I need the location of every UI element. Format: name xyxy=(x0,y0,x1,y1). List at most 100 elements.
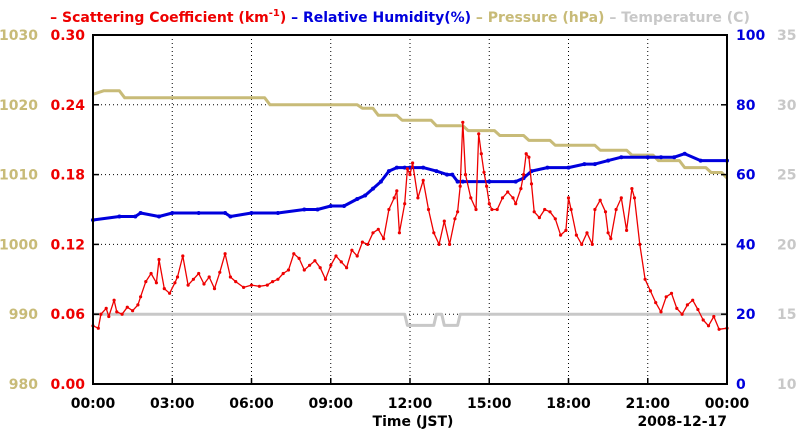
data-point xyxy=(366,242,370,246)
data-point xyxy=(706,324,711,328)
data-point xyxy=(154,281,158,285)
data-point xyxy=(392,196,396,200)
data-point xyxy=(456,210,460,214)
scattering-tick-label: 0.18 xyxy=(50,168,85,184)
data-point xyxy=(717,327,721,331)
data-point xyxy=(455,179,460,184)
legend-item: – Temperature (C) xyxy=(604,10,749,26)
data-point xyxy=(175,275,180,279)
data-point xyxy=(334,254,338,258)
data-point xyxy=(342,204,346,208)
data-point xyxy=(490,207,494,212)
data-point xyxy=(315,207,320,212)
data-point xyxy=(566,165,571,170)
data-point xyxy=(630,187,634,191)
pressure-tick-label: 1030 xyxy=(0,28,38,44)
data-point xyxy=(360,240,364,244)
data-point xyxy=(553,217,557,221)
data-point xyxy=(664,295,668,299)
series-layer xyxy=(91,89,729,331)
data-point xyxy=(474,207,478,212)
humidity-tick-label: 60 xyxy=(736,168,756,184)
data-point xyxy=(691,298,695,302)
data-point xyxy=(672,155,677,160)
data-point xyxy=(625,228,629,232)
data-point xyxy=(363,193,368,198)
temperature-tick-label: 30 xyxy=(777,98,797,114)
data-point xyxy=(698,158,703,163)
data-point xyxy=(421,165,426,170)
temperature-tick-label: 25 xyxy=(777,168,796,184)
data-point xyxy=(593,207,597,212)
data-point xyxy=(514,202,518,206)
data-point xyxy=(149,271,153,276)
humidity-tick-label: 40 xyxy=(736,237,756,253)
data-point xyxy=(228,214,233,219)
series-line xyxy=(93,312,727,327)
data-point xyxy=(170,211,175,215)
x-tick-label: 06:00 xyxy=(229,396,274,412)
data-point xyxy=(292,252,296,256)
data-point xyxy=(585,231,589,235)
pressure-tick-label: 980 xyxy=(9,377,38,393)
data-point xyxy=(138,211,143,215)
series-relative-humidity xyxy=(91,151,729,222)
data-point xyxy=(355,197,360,201)
data-point xyxy=(191,277,195,281)
data-point xyxy=(445,172,449,177)
pressure-tick-label: 1000 xyxy=(0,237,38,253)
humidity-tick-label: 80 xyxy=(736,98,756,114)
data-point xyxy=(675,306,679,310)
data-point xyxy=(659,155,663,160)
series-line xyxy=(92,89,729,180)
temperature-tick-label: 10 xyxy=(777,377,797,393)
data-point xyxy=(242,285,246,289)
pressure-tick-label: 1010 xyxy=(0,168,38,184)
data-point xyxy=(133,214,138,219)
data-point xyxy=(323,277,328,281)
x-tick-label: 21:00 xyxy=(625,396,670,412)
data-point xyxy=(487,179,492,184)
data-point xyxy=(218,270,222,274)
data-point xyxy=(592,162,597,167)
x-axis-title: Time (JST) xyxy=(373,414,454,430)
data-point xyxy=(537,216,542,220)
data-point xyxy=(432,231,436,235)
x-tick-label: 18:00 xyxy=(546,396,591,412)
scattering-tick-label: 0.24 xyxy=(50,98,85,114)
data-point xyxy=(461,120,465,124)
data-point xyxy=(297,256,301,260)
data-point xyxy=(574,233,579,237)
data-point xyxy=(696,307,700,312)
data-point xyxy=(136,303,140,307)
data-point xyxy=(318,266,322,270)
data-point xyxy=(371,231,375,235)
data-point xyxy=(386,169,391,174)
data-point xyxy=(606,231,610,235)
data-point xyxy=(275,211,280,215)
data-point xyxy=(543,207,547,212)
data-point xyxy=(276,277,280,281)
data-point xyxy=(196,211,201,215)
data-point xyxy=(680,312,684,316)
data-point xyxy=(286,268,291,272)
temperature-tick-label: 20 xyxy=(777,237,797,253)
series-scattering-coefficient-km-1 xyxy=(91,120,729,331)
data-point xyxy=(479,152,483,156)
data-point xyxy=(529,182,534,186)
data-point xyxy=(355,254,359,258)
data-point xyxy=(701,318,705,322)
data-point xyxy=(632,196,637,200)
data-point xyxy=(434,169,439,174)
data-point xyxy=(228,275,232,279)
x-tick-label: 00:00 xyxy=(705,396,750,412)
data-point xyxy=(402,165,407,170)
data-point xyxy=(524,152,528,156)
data-point xyxy=(460,179,465,184)
data-point xyxy=(186,283,190,287)
humidity-tick-label: 0 xyxy=(736,377,746,393)
pressure-tick-label: 1020 xyxy=(0,98,38,114)
data-point xyxy=(339,260,343,264)
data-point xyxy=(139,295,143,299)
x-tick-label: 12:00 xyxy=(388,396,433,412)
